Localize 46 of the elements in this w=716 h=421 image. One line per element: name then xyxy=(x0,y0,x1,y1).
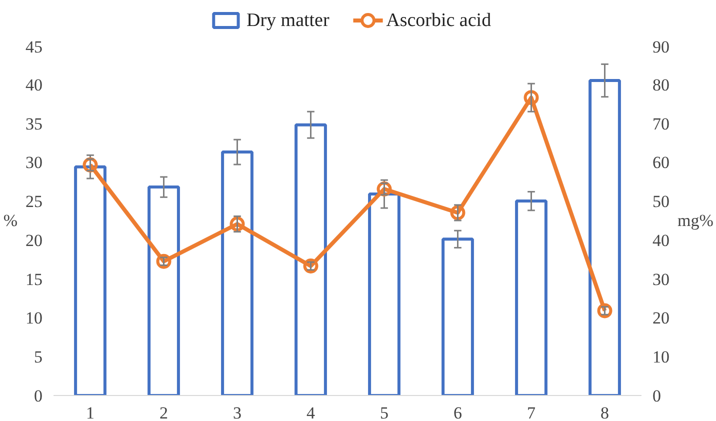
bar xyxy=(74,165,106,396)
bar xyxy=(588,79,621,396)
y-axis-title: % xyxy=(3,211,18,230)
bar xyxy=(148,186,180,396)
y-tick-label: 0 xyxy=(34,386,42,406)
y-tick-label: 35 xyxy=(26,114,42,134)
y2-axis-title: mg% xyxy=(678,211,714,230)
y-tick-label: 5 xyxy=(34,348,42,367)
x-tick-label: 3 xyxy=(233,404,242,421)
y2-tick-label: 0 xyxy=(652,386,661,406)
point xyxy=(450,205,466,220)
x-tick-label: 8 xyxy=(600,404,609,421)
y2-tick-label: 80 xyxy=(652,75,670,94)
legend-label: Ascorbic acid xyxy=(386,10,492,31)
y-tick-label: 40 xyxy=(26,75,42,94)
y-tick-label: 25 xyxy=(26,192,42,212)
bar xyxy=(515,200,548,396)
y2-tick-label: 50 xyxy=(652,192,670,212)
y2-tick-label: 10 xyxy=(652,348,670,367)
x-tick-label: 1 xyxy=(86,404,94,421)
bar xyxy=(294,123,327,396)
y2-tick-label: 90 xyxy=(652,38,670,56)
y-tick-label: 30 xyxy=(26,153,42,172)
x-tick-label: 6 xyxy=(454,404,462,421)
y-tick-label: 10 xyxy=(26,308,42,328)
bar xyxy=(368,192,400,396)
y-tick-label: 45 xyxy=(26,38,42,56)
y-tick-label: 15 xyxy=(26,270,42,289)
point xyxy=(156,254,172,269)
y2-tick-label: 20 xyxy=(652,308,670,328)
point xyxy=(597,303,612,318)
y2-tick-label: 30 xyxy=(652,270,670,289)
x-tick-label: 7 xyxy=(527,404,536,421)
bar xyxy=(442,238,474,396)
y2-tick-label: 60 xyxy=(652,153,670,172)
x-tick-label: 2 xyxy=(160,404,168,421)
point xyxy=(303,258,318,274)
point xyxy=(524,90,539,106)
x-tick-label: 4 xyxy=(306,404,316,421)
bar xyxy=(221,150,254,396)
point xyxy=(230,216,245,232)
legend-label: Dry matter xyxy=(246,10,330,31)
x-tick-label: 5 xyxy=(380,404,388,421)
y-tick-label: 20 xyxy=(26,230,42,250)
y2-tick-label: 70 xyxy=(652,114,670,134)
y2-tick-label: 40 xyxy=(652,230,670,250)
